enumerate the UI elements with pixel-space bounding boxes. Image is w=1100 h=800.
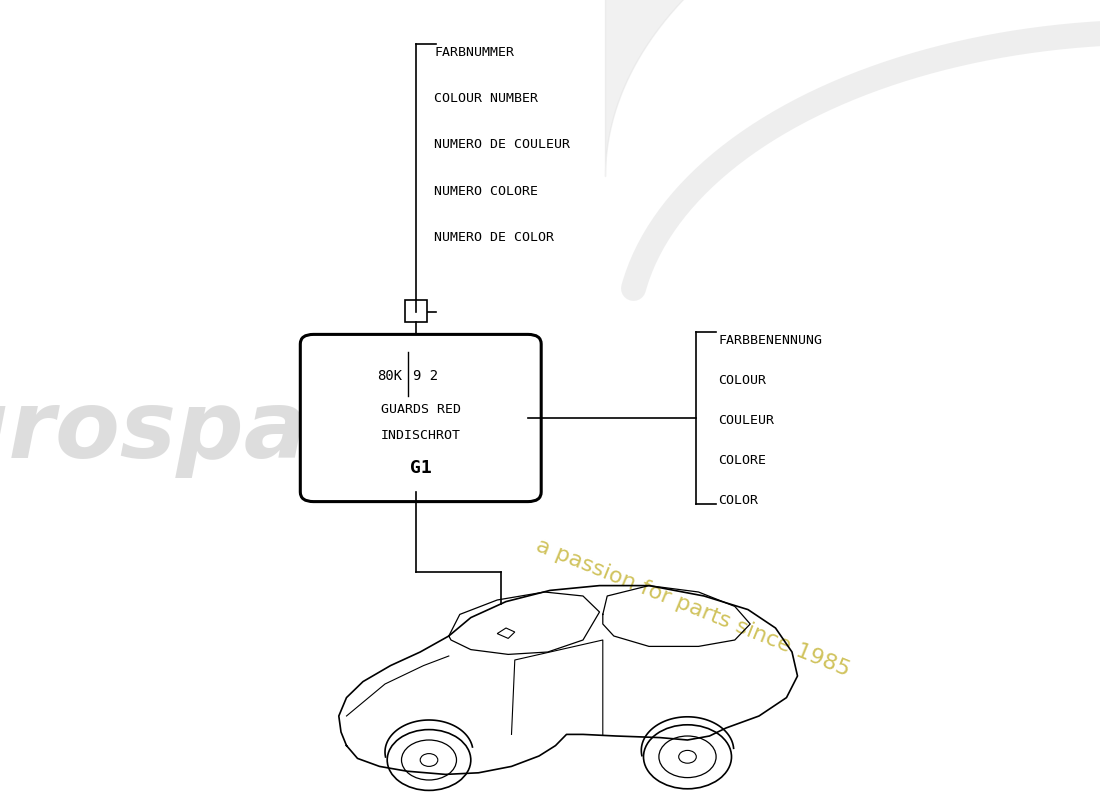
FancyBboxPatch shape: [300, 334, 541, 502]
Text: COLOUR NUMBER: COLOUR NUMBER: [434, 92, 539, 105]
Text: eurospares: eurospares: [0, 386, 475, 478]
Text: NUMERO DE COULEUR: NUMERO DE COULEUR: [434, 138, 571, 151]
Text: NUMERO COLORE: NUMERO COLORE: [434, 185, 539, 198]
Text: FARBBENENNUNG: FARBBENENNUNG: [718, 334, 823, 346]
Text: COULEUR: COULEUR: [718, 414, 774, 426]
Text: COLORE: COLORE: [718, 454, 767, 466]
Text: FARBNUMMER: FARBNUMMER: [434, 46, 515, 58]
Bar: [405, 300, 427, 322]
Text: NUMERO DE COLOR: NUMERO DE COLOR: [434, 231, 554, 244]
Text: COLOUR: COLOUR: [718, 374, 767, 386]
Text: COLOR: COLOR: [718, 494, 758, 506]
Text: GUARDS RED: GUARDS RED: [381, 403, 461, 416]
Text: 80K: 80K: [377, 369, 403, 383]
Text: INDISCHROT: INDISCHROT: [381, 430, 461, 442]
Text: 9 2: 9 2: [414, 369, 439, 383]
Text: a passion for parts since 1985: a passion for parts since 1985: [534, 536, 852, 680]
Text: G1: G1: [410, 459, 431, 477]
